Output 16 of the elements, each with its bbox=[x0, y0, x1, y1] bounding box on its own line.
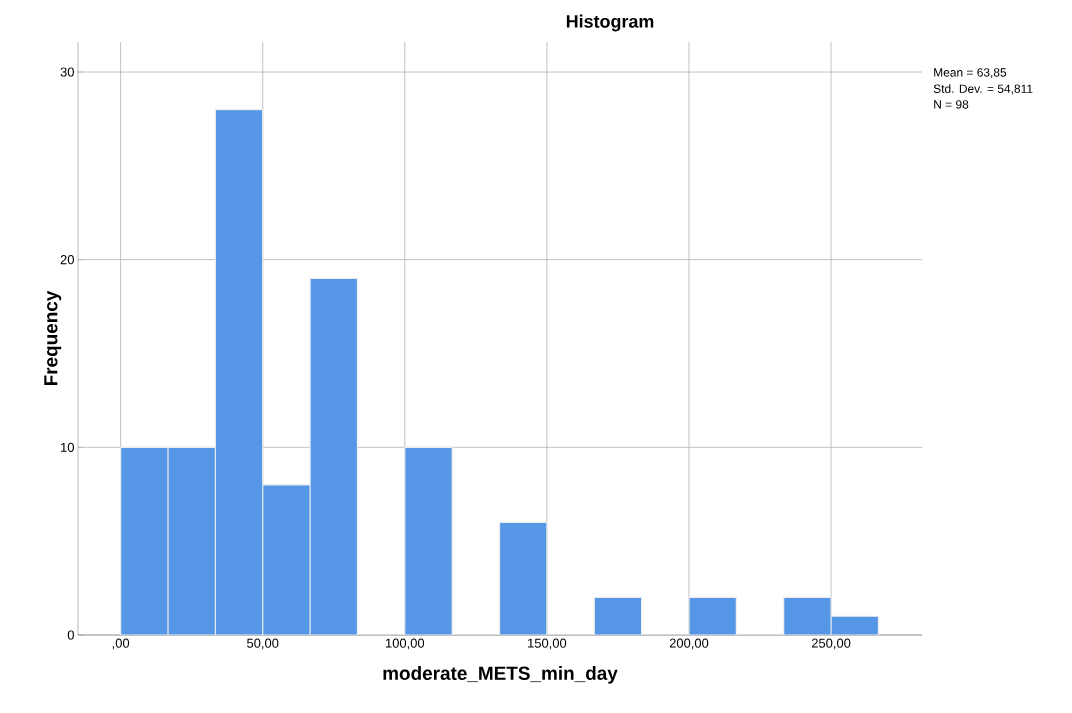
chart-title: Histogram bbox=[566, 14, 654, 32]
x-tick-label: 100,00 bbox=[385, 638, 425, 650]
y-tick-label: 30 bbox=[60, 67, 74, 77]
x-tick-label: 200,00 bbox=[669, 638, 709, 650]
x-tick-label: 150,00 bbox=[528, 638, 567, 650]
x-tick-label: 250,00 bbox=[811, 638, 851, 650]
x-axis-title: moderate_METS_min_day bbox=[383, 666, 618, 684]
y-tick-label: 10 bbox=[61, 442, 74, 452]
y-axis-title: Frequency bbox=[44, 290, 62, 386]
x-tick-label: ,00 bbox=[112, 638, 130, 650]
text: Mean = 63,85 bbox=[934, 68, 1007, 79]
x-tick-label: 50,00 bbox=[247, 638, 279, 650]
y-tick-label: 0 bbox=[67, 630, 74, 640]
text: Std. Dev. = 54,811 bbox=[933, 84, 1033, 95]
text: N = 98 bbox=[934, 100, 969, 109]
y-tick-label: 20 bbox=[60, 255, 74, 265]
